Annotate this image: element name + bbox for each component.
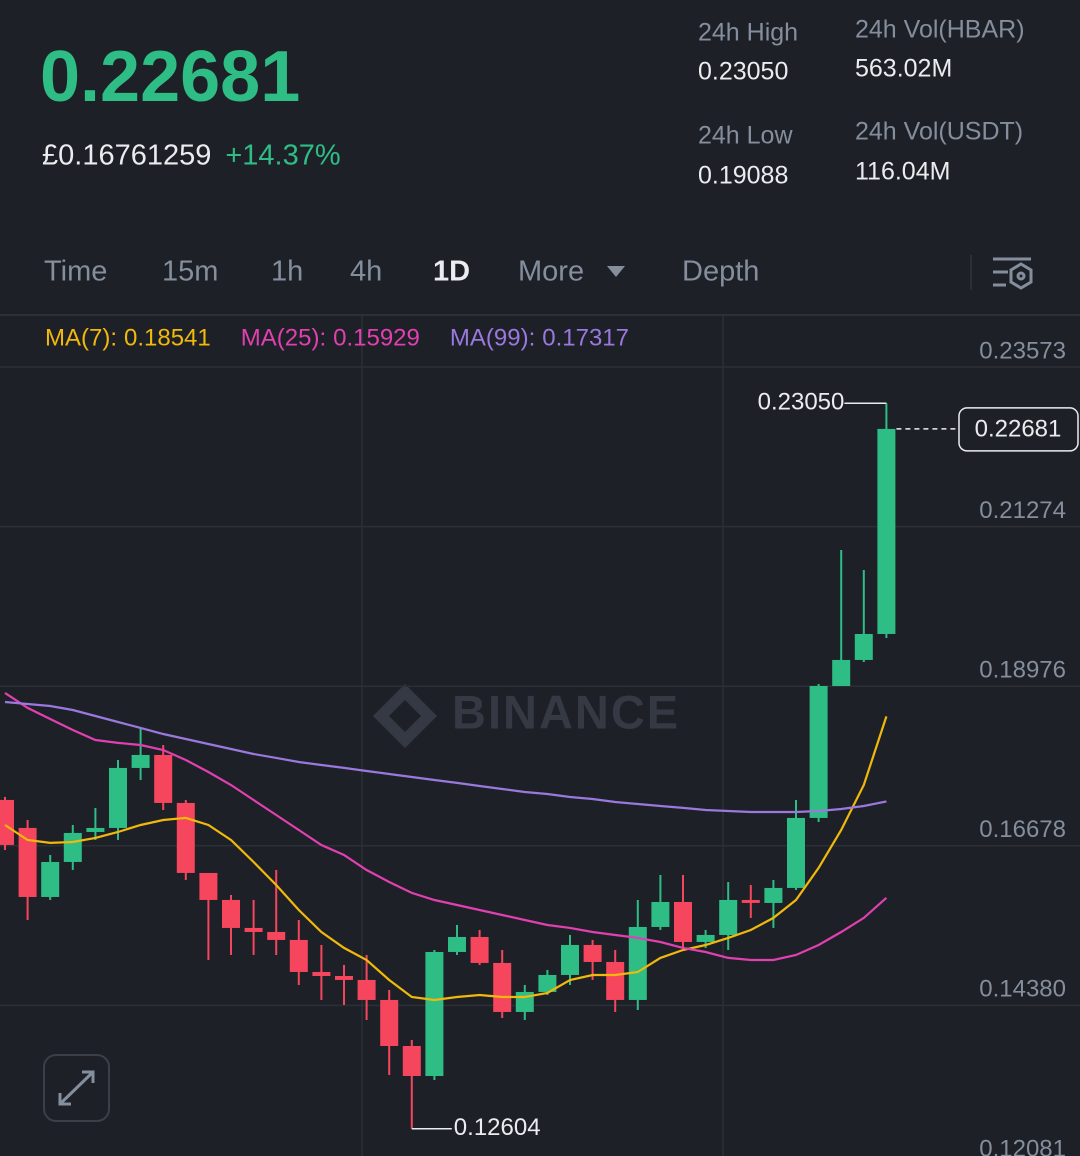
- candle-body: [854, 633, 873, 660]
- legend-name: MA(99):: [450, 324, 535, 351]
- interval-tabs: Time 15m 1h 4h 1D More Depth: [44, 256, 759, 288]
- ma-line: [4, 716, 888, 1002]
- candle-body: [538, 974, 557, 992]
- candle-body: [63, 832, 82, 862]
- y-tick-label: 0.21274: [979, 497, 1066, 524]
- y-tick-label: 0.16678: [979, 816, 1066, 843]
- ma-line: [4, 691, 888, 962]
- candle-body: [696, 934, 715, 942]
- candle-body: [267, 931, 286, 940]
- candle-body: [222, 899, 240, 928]
- expand-button[interactable]: [43, 1054, 110, 1122]
- ma-line: [4, 700, 887, 814]
- stat-label: 24h Vol(HBAR): [855, 16, 1025, 44]
- interval-tab[interactable]: More: [518, 256, 584, 288]
- legend-name: MA(7):: [45, 324, 117, 351]
- candle-body: [244, 927, 263, 932]
- candle-body: [0, 799, 14, 845]
- candle-body: [335, 976, 353, 980]
- interval-tab[interactable]: 1D: [433, 256, 470, 288]
- candle-body: [741, 899, 760, 903]
- legend-value: 0.17317: [542, 324, 629, 351]
- candle-body: [606, 961, 625, 1000]
- interval-tab[interactable]: Depth: [682, 256, 759, 288]
- low-label: 0.12604: [454, 1114, 541, 1141]
- settings-icon[interactable]: [993, 257, 1033, 290]
- candle-body: [651, 901, 670, 927]
- candle-body: [470, 936, 489, 963]
- stat-value: 116.04M: [855, 158, 950, 186]
- stat-label: 24h Low: [698, 122, 793, 150]
- interval-tab[interactable]: 4h: [350, 256, 382, 288]
- candle-body: [628, 926, 647, 1000]
- candle-body: [312, 971, 331, 976]
- candle-body: [877, 428, 896, 634]
- last-price-box: [958, 407, 1079, 452]
- candle-body: [448, 936, 466, 952]
- candle-body: [719, 899, 738, 935]
- candle-body: [41, 861, 60, 897]
- y-tick-label: 0.12081: [979, 1135, 1066, 1156]
- stat-value: 0.19088: [698, 162, 788, 190]
- y-tick-label: 0.14380: [979, 976, 1066, 1003]
- plot: 0.23573 0.21274 0.18976 0.16678 0.14380 0.120…: [0, 324, 1080, 1156]
- last-price: 0.22681: [40, 37, 300, 117]
- price-change: +14.37%: [225, 140, 340, 172]
- legend-value: 0.18541: [124, 324, 211, 351]
- last-price-label: 0.22681: [975, 415, 1062, 442]
- candle-body: [154, 754, 173, 803]
- candle-body: [493, 962, 512, 1012]
- watermark: [373, 684, 437, 748]
- candle-body: [787, 817, 805, 888]
- candle-body: [86, 827, 105, 832]
- candle-body: [809, 686, 828, 818]
- candle-body: [18, 827, 37, 897]
- candle-body: [561, 944, 579, 975]
- fiat-price: £0.16761259: [42, 140, 211, 172]
- candle-body: [583, 944, 602, 962]
- candle-body: [357, 979, 376, 1000]
- interval-tab[interactable]: 1h: [271, 256, 303, 288]
- candle-body: [380, 999, 399, 1046]
- stat-label: 24h High: [698, 19, 798, 47]
- candle-body: [199, 872, 218, 900]
- candle-body: [176, 802, 195, 873]
- candle-body: [674, 901, 692, 942]
- y-tick-label: 0.23573: [979, 337, 1066, 364]
- more-arrow: [607, 266, 625, 277]
- interval-tab[interactable]: Time: [44, 256, 107, 288]
- candle-body: [832, 659, 851, 686]
- candle-body: [131, 754, 150, 768]
- candle-body: [289, 939, 308, 972]
- stat-value: 0.23050: [698, 58, 788, 86]
- candle-body: [764, 887, 783, 903]
- interval-tab[interactable]: 15m: [162, 256, 218, 288]
- watermark-text: BINANCE: [452, 685, 680, 738]
- y-tick-label: 0.18976: [979, 657, 1066, 684]
- legend-name: MA(25):: [241, 324, 326, 351]
- high-label: 0.23050: [758, 389, 845, 416]
- stat-label: 24h Vol(USDT): [855, 118, 1023, 146]
- stat-value: 563.02M: [855, 55, 952, 83]
- candle-body: [402, 1046, 421, 1076]
- candle-body: [109, 767, 127, 828]
- candle-body: [425, 951, 444, 1076]
- legend-value: 0.15929: [333, 324, 420, 351]
